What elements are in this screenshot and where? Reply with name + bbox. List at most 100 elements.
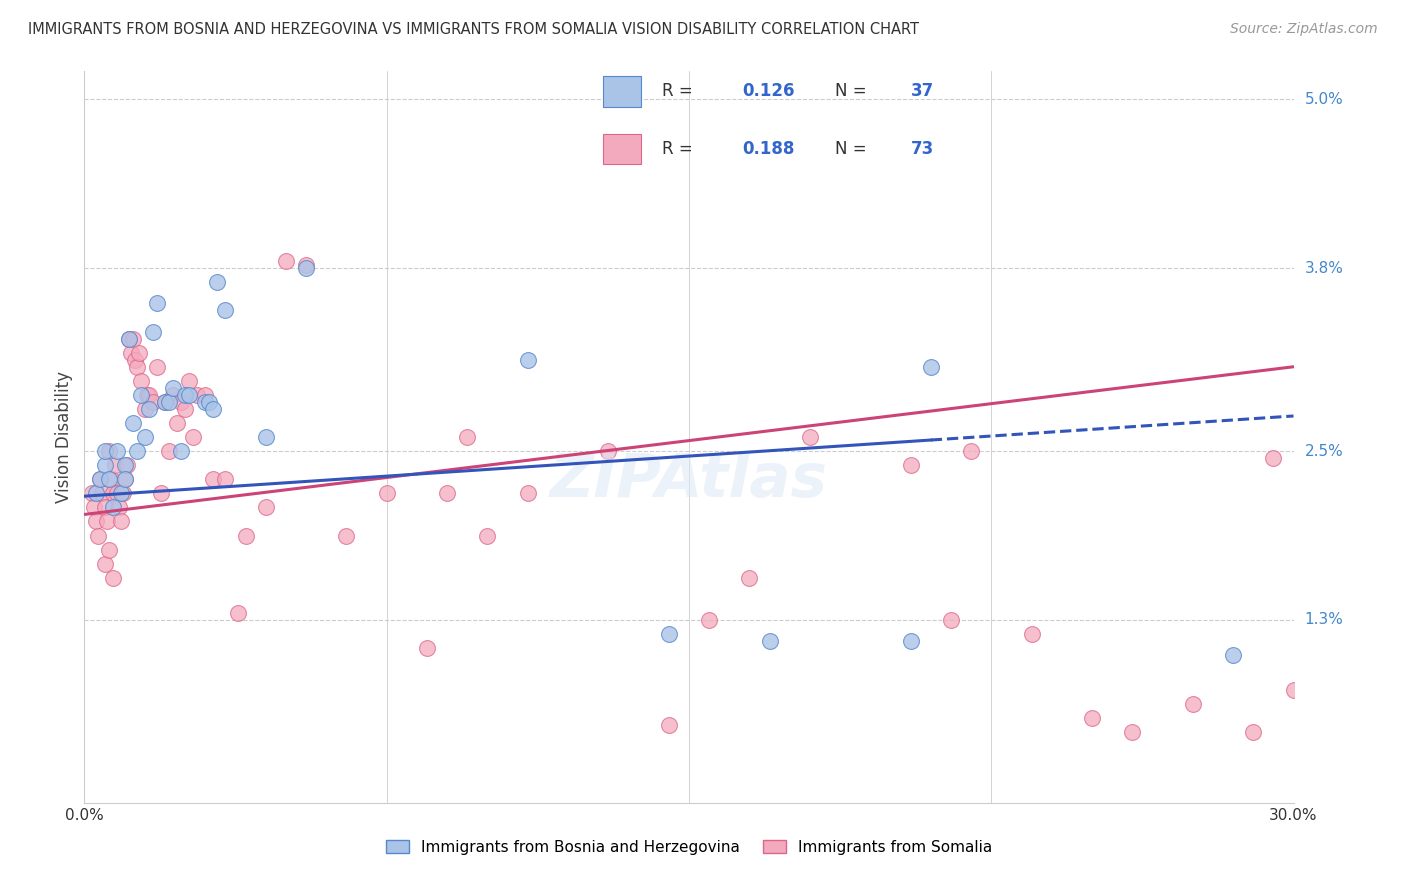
Point bbox=[114, 472, 136, 486]
Text: 2.5%: 2.5% bbox=[1305, 443, 1343, 458]
Point bbox=[179, 388, 201, 402]
Point bbox=[153, 395, 176, 409]
Point bbox=[104, 458, 127, 473]
Point bbox=[416, 641, 439, 656]
Point bbox=[207, 276, 229, 290]
Point bbox=[516, 352, 538, 367]
Text: N =: N = bbox=[835, 82, 872, 101]
Point bbox=[118, 332, 141, 346]
Point bbox=[1081, 711, 1104, 725]
Point bbox=[125, 444, 148, 458]
Point bbox=[105, 486, 128, 500]
Text: ZIPAtlas: ZIPAtlas bbox=[550, 451, 828, 510]
Point bbox=[295, 261, 318, 276]
Point bbox=[138, 401, 160, 416]
Point bbox=[100, 472, 122, 486]
Point bbox=[101, 486, 124, 500]
Point bbox=[129, 388, 152, 402]
Point bbox=[170, 444, 193, 458]
FancyBboxPatch shape bbox=[603, 77, 641, 106]
Point bbox=[738, 571, 761, 585]
Point bbox=[157, 444, 180, 458]
Point bbox=[456, 430, 478, 444]
Point bbox=[97, 472, 120, 486]
Text: 3.8%: 3.8% bbox=[1305, 260, 1344, 276]
Point bbox=[214, 303, 236, 318]
Point bbox=[111, 486, 134, 500]
Point bbox=[1282, 683, 1305, 698]
Point bbox=[202, 472, 225, 486]
Point bbox=[153, 395, 176, 409]
Text: 0.188: 0.188 bbox=[742, 140, 794, 159]
Point bbox=[1121, 725, 1143, 739]
Point bbox=[101, 571, 124, 585]
Point bbox=[115, 458, 138, 473]
Point bbox=[93, 557, 115, 571]
Point bbox=[516, 486, 538, 500]
Text: 0.126: 0.126 bbox=[742, 82, 794, 101]
Point bbox=[598, 444, 620, 458]
Point bbox=[93, 500, 115, 515]
Point bbox=[157, 395, 180, 409]
Text: R =: R = bbox=[662, 140, 699, 159]
Point bbox=[186, 388, 208, 402]
Point bbox=[89, 472, 111, 486]
Point bbox=[142, 395, 165, 409]
Point bbox=[134, 430, 156, 444]
Text: 73: 73 bbox=[911, 140, 935, 159]
Point bbox=[436, 486, 458, 500]
Text: 37: 37 bbox=[911, 82, 935, 101]
Point bbox=[110, 486, 132, 500]
Point bbox=[1181, 698, 1204, 712]
Point bbox=[87, 528, 110, 542]
Y-axis label: Vision Disability: Vision Disability bbox=[55, 371, 73, 503]
Point bbox=[1222, 648, 1244, 662]
Point bbox=[101, 500, 124, 515]
Point bbox=[89, 472, 111, 486]
Text: IMMIGRANTS FROM BOSNIA AND HERZEGOVINA VS IMMIGRANTS FROM SOMALIA VISION DISABIL: IMMIGRANTS FROM BOSNIA AND HERZEGOVINA V… bbox=[28, 22, 920, 37]
Point bbox=[181, 430, 204, 444]
Point bbox=[939, 613, 962, 627]
Point bbox=[97, 542, 120, 557]
Point bbox=[121, 416, 143, 430]
Point bbox=[202, 401, 225, 416]
Point bbox=[198, 395, 221, 409]
Point bbox=[118, 332, 141, 346]
Text: R =: R = bbox=[662, 82, 699, 101]
Point bbox=[194, 395, 217, 409]
Point bbox=[179, 374, 201, 388]
Text: 5.0%: 5.0% bbox=[1305, 92, 1343, 107]
Point bbox=[920, 359, 942, 374]
Point bbox=[97, 444, 120, 458]
Point bbox=[194, 388, 217, 402]
Point bbox=[83, 500, 105, 515]
Point bbox=[226, 606, 249, 620]
Point bbox=[149, 486, 172, 500]
Point bbox=[114, 458, 136, 473]
Point bbox=[86, 486, 108, 500]
Point bbox=[214, 472, 236, 486]
Point bbox=[124, 352, 146, 367]
Point bbox=[82, 486, 104, 500]
Point bbox=[93, 444, 115, 458]
Point bbox=[86, 515, 108, 529]
Point bbox=[138, 388, 160, 402]
Point bbox=[162, 381, 184, 395]
Point bbox=[128, 345, 150, 359]
Point bbox=[105, 444, 128, 458]
Text: Source: ZipAtlas.com: Source: ZipAtlas.com bbox=[1230, 22, 1378, 37]
Point bbox=[697, 613, 720, 627]
Point bbox=[658, 627, 681, 641]
Point bbox=[107, 500, 129, 515]
Point bbox=[900, 634, 922, 648]
Point bbox=[799, 430, 821, 444]
Point bbox=[146, 296, 169, 310]
Point bbox=[114, 472, 136, 486]
Point bbox=[125, 359, 148, 374]
Point bbox=[375, 486, 398, 500]
Point bbox=[1021, 627, 1043, 641]
Point bbox=[166, 416, 188, 430]
Point bbox=[1241, 725, 1264, 739]
Text: 1.3%: 1.3% bbox=[1305, 613, 1344, 627]
Point bbox=[254, 430, 277, 444]
